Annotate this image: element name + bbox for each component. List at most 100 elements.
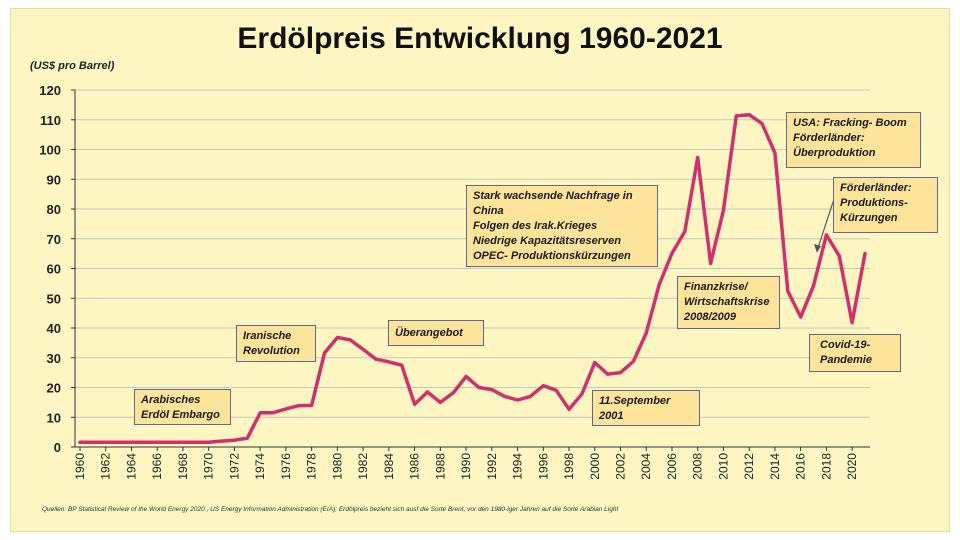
- x-tick-label: 1974: [253, 453, 267, 480]
- x-tick-label: 1966: [150, 453, 164, 480]
- x-tick-label: 2014: [768, 453, 782, 480]
- data-point: [721, 208, 726, 213]
- data-point: [541, 384, 545, 388]
- x-tick-label: 1976: [279, 453, 293, 480]
- data-point: [348, 338, 352, 342]
- x-tick-label: 1996: [536, 453, 550, 480]
- data-point: [490, 387, 494, 392]
- data-point: [837, 254, 841, 258]
- data-point: [245, 436, 249, 440]
- data-point: [284, 407, 288, 411]
- data-point: [515, 398, 520, 402]
- x-tick-label: 2020: [845, 453, 859, 480]
- x-tick-label: 2016: [794, 453, 808, 480]
- x-tick-label: 2002: [613, 453, 627, 480]
- y-tick-label: 10: [47, 410, 61, 425]
- annotation-financial-crisis: Finanzkrise/ Wirtschaftskrise 2008/2009: [677, 276, 780, 329]
- y-tick-label: 80: [47, 202, 61, 217]
- y-tick-label: 100: [39, 143, 61, 158]
- data-point: [786, 289, 790, 293]
- annotation-china-demand: Stark wachsende Nachfrage in China Folge…: [466, 185, 658, 267]
- x-tick-label: 2012: [742, 453, 756, 480]
- data-point: [335, 335, 339, 340]
- data-point: [232, 438, 237, 442]
- data-point: [155, 440, 159, 444]
- data-point: [104, 440, 108, 444]
- data-point: [631, 359, 635, 363]
- data-point: [361, 347, 365, 352]
- data-point: [567, 407, 571, 411]
- x-tick-label: 1998: [562, 453, 576, 480]
- data-point: [271, 411, 275, 415]
- data-point: [297, 404, 301, 408]
- x-tick-label: 1960: [73, 453, 87, 480]
- x-tick-label: 2010: [716, 453, 730, 480]
- source-note: Quellen: BP Statistical Review of the Wo…: [42, 506, 619, 513]
- data-point: [91, 440, 95, 444]
- data-point: [824, 233, 828, 237]
- data-point: [142, 440, 146, 444]
- data-point: [477, 385, 481, 390]
- data-point: [181, 440, 185, 444]
- y-tick-label: 0: [54, 440, 61, 455]
- data-point: [850, 321, 854, 325]
- y-tick-label: 110: [40, 113, 61, 128]
- annotation-embargo: Arabisches Erdöl Embargo: [134, 389, 231, 425]
- data-point: [168, 440, 172, 444]
- y-tick-label: 40: [47, 321, 61, 336]
- data-point: [400, 363, 404, 367]
- y-tick-label: 120: [39, 83, 61, 98]
- data-point: [580, 392, 584, 396]
- data-point: [760, 122, 764, 126]
- annotation-covid: Covid-19- Pandemie: [809, 334, 901, 372]
- x-tick-label: 1970: [202, 453, 216, 480]
- annotation-fracking: USA: Fracking- Boom Förderländer: Überpr…: [786, 112, 921, 168]
- annotation-september-11: 11.September 2001: [592, 390, 700, 426]
- annotation-oversupply: Überangebot: [388, 320, 484, 346]
- x-tick-label: 1986: [408, 453, 422, 480]
- data-point: [863, 252, 867, 256]
- annotation-arrowhead: [814, 244, 821, 253]
- data-point: [425, 390, 430, 394]
- annotation-revolution: Iranische Revolution: [236, 325, 316, 362]
- data-point: [644, 331, 648, 335]
- data-point: [129, 440, 134, 444]
- data-point: [194, 440, 198, 444]
- data-point: [708, 261, 713, 266]
- data-point: [799, 315, 803, 319]
- annotation-production-cuts: Förderländer: Produktions- Kürzungen: [833, 177, 938, 233]
- x-tick-label: 1988: [433, 453, 447, 480]
- series-line: [78, 112, 867, 444]
- x-tick-label: 2006: [665, 453, 679, 480]
- data-point: [734, 114, 738, 118]
- data-point: [618, 371, 623, 375]
- y-tick-label: 30: [47, 351, 61, 366]
- y-tick-label: 70: [47, 232, 61, 247]
- data-point: [207, 440, 211, 444]
- x-axis-ticks: 1960 1962 1964 1966 1968 1970 1972 1974 1976 1978…: [73, 453, 859, 480]
- x-tick-label: 1990: [459, 453, 473, 480]
- data-point: [117, 440, 121, 444]
- data-point: [606, 372, 610, 376]
- x-tick-label: 1992: [485, 453, 499, 480]
- data-point: [310, 403, 314, 407]
- data-point: [412, 402, 417, 406]
- data-point: [773, 151, 777, 155]
- y-tick-label: 20: [47, 381, 61, 396]
- x-tick-label: 2018: [819, 453, 833, 480]
- data-point: [438, 400, 442, 404]
- y-axis-label: (US$ pro Barrel): [30, 60, 115, 72]
- y-tick-label: 90: [47, 172, 61, 187]
- data-point: [219, 439, 224, 443]
- x-tick-label: 1982: [356, 453, 370, 480]
- x-tick-label: 2004: [639, 453, 653, 480]
- x-tick-label: 1964: [124, 453, 138, 480]
- data-point: [670, 251, 674, 255]
- data-point: [593, 360, 597, 365]
- data-point: [554, 388, 558, 392]
- annotation-arrow: [816, 195, 836, 252]
- data-point: [503, 394, 507, 399]
- axes: [71, 89, 870, 451]
- x-tick-label: 2000: [588, 453, 602, 480]
